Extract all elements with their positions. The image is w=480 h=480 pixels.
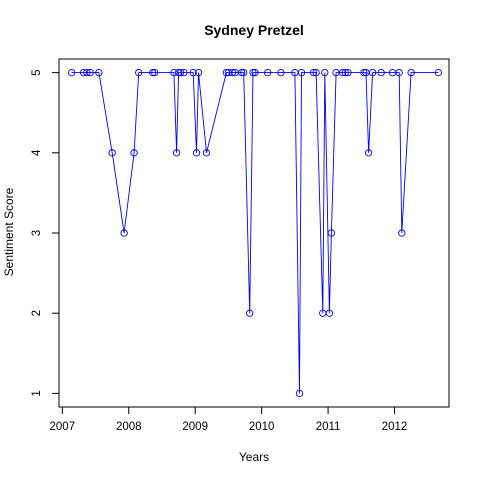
data-point	[151, 68, 159, 77]
data-point	[86, 68, 94, 77]
data-point	[202, 149, 211, 157]
y-axis-label: Sentiment Score	[2, 187, 16, 276]
data-point	[263, 68, 272, 77]
data-point	[135, 68, 143, 77]
data-point	[341, 68, 350, 77]
data-point	[192, 149, 201, 157]
data-point	[238, 68, 246, 77]
y-tick-label: 1	[31, 390, 43, 396]
data-point	[407, 68, 415, 77]
y-tick-label: 5	[31, 69, 43, 75]
y-tick-label: 2	[31, 310, 43, 316]
data-point	[377, 68, 385, 77]
x-axis: 2007 2008 2009 2010 2011 2012	[50, 406, 408, 433]
y-tick-label: 4	[31, 149, 43, 156]
x-axis-label: Years	[239, 450, 269, 464]
data-point	[295, 389, 304, 398]
data-point	[297, 68, 306, 77]
data-point	[120, 229, 128, 237]
data-point	[277, 68, 285, 77]
data-point	[180, 68, 188, 77]
x-tick-label: 2011	[316, 421, 341, 433]
series-sentiment	[67, 68, 443, 398]
series-line	[71, 72, 439, 394]
x-tick-label: 2012	[382, 421, 408, 433]
data-point	[395, 68, 403, 77]
data-point	[130, 149, 138, 157]
data-point	[249, 68, 257, 77]
data-point	[108, 149, 116, 157]
data-point	[174, 68, 183, 77]
data-point	[312, 68, 320, 77]
data-point	[149, 68, 157, 77]
data-point	[67, 68, 76, 77]
data-point	[398, 229, 406, 237]
data-point	[95, 68, 103, 77]
data-point	[172, 149, 181, 157]
data-point	[83, 68, 91, 77]
data-point	[176, 68, 185, 77]
data-point	[325, 309, 334, 317]
chart-title: Sydney Pretzel	[204, 22, 304, 38]
x-tick-label: 2008	[116, 421, 142, 433]
data-point	[194, 68, 203, 77]
data-point	[344, 68, 352, 77]
data-point	[360, 68, 368, 77]
data-point	[434, 68, 443, 77]
data-point	[327, 229, 336, 237]
data-point	[339, 68, 347, 77]
plot-frame	[58, 58, 450, 408]
data-point	[321, 68, 329, 77]
data-point	[189, 68, 197, 77]
x-tick-label: 2009	[182, 421, 208, 433]
data-point	[240, 68, 248, 77]
data-point	[246, 309, 254, 317]
x-tick-label: 2010	[249, 421, 275, 433]
y-axis: 1 2 3 4 5	[31, 69, 60, 397]
data-point	[251, 68, 259, 77]
data-point	[309, 68, 318, 77]
y-tick-label: 3	[31, 230, 43, 236]
data-point	[368, 68, 377, 77]
data-point	[364, 149, 373, 157]
x-tick-label: 2007	[50, 421, 76, 433]
data-point	[228, 68, 237, 77]
